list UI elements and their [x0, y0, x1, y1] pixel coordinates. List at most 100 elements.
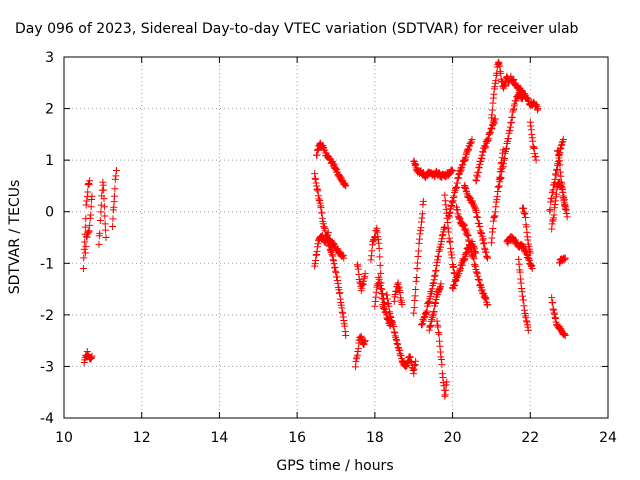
data-point [534, 105, 542, 113]
data-point [86, 221, 94, 229]
data-point [79, 264, 87, 272]
data-point [484, 254, 492, 262]
data-point [342, 182, 350, 190]
data-point [101, 212, 109, 220]
data-point [81, 223, 89, 231]
data-point [109, 215, 117, 223]
data-point [412, 357, 420, 365]
data-point [81, 249, 89, 257]
data-point [414, 259, 422, 267]
data-point [342, 331, 350, 339]
data-point [83, 233, 91, 241]
data-point [532, 156, 540, 164]
data-points [79, 58, 571, 400]
data-point [524, 326, 532, 334]
data-point [100, 195, 108, 203]
data-point [87, 203, 95, 211]
data-point [450, 262, 458, 270]
data-point [377, 269, 385, 277]
axis-ticks [63, 56, 609, 419]
data-point [361, 337, 369, 345]
data-point [95, 240, 103, 248]
x-axis-label: GPS time / hours [276, 458, 393, 474]
data-point [550, 211, 558, 219]
data-point [82, 242, 90, 250]
data-point [441, 223, 449, 231]
data-point [445, 228, 453, 236]
y-tick-label: 0 [45, 205, 54, 221]
data-point [109, 222, 117, 230]
data-point [548, 194, 556, 202]
data-point [361, 270, 369, 278]
data-point [97, 201, 105, 209]
data-point [488, 234, 496, 242]
data-point [468, 136, 476, 144]
data-point [84, 188, 92, 196]
data-point [563, 213, 571, 221]
data-point [495, 183, 503, 191]
data-point [87, 211, 95, 219]
data-point [88, 192, 96, 200]
data-point [112, 166, 120, 174]
data-point [557, 172, 565, 180]
grid-lines [64, 57, 608, 418]
data-point [549, 299, 557, 307]
data-point [499, 146, 507, 154]
y-axis-label: SDTVAR / TECUs [7, 180, 23, 295]
data-point [86, 177, 94, 185]
data-point [376, 253, 384, 261]
data-point [438, 361, 446, 369]
data-point [526, 249, 534, 257]
data-point [96, 216, 104, 224]
data-point [553, 190, 561, 198]
x-tick-label: 10 [55, 430, 73, 446]
data-point [368, 247, 376, 255]
x-tick-label: 22 [521, 430, 539, 446]
data-point [88, 352, 96, 360]
y-tick-label: -1 [40, 256, 54, 272]
data-point [86, 214, 94, 222]
y-tick-label: 2 [45, 102, 54, 118]
x-tick-label: 12 [133, 430, 151, 446]
data-point [488, 106, 496, 114]
data-point [85, 228, 93, 236]
data-point [101, 220, 109, 228]
data-point [100, 203, 108, 211]
y-tick-label: -3 [40, 359, 54, 375]
data-point [491, 115, 499, 123]
data-point [516, 268, 524, 276]
data-point [446, 238, 454, 246]
x-tick-label: 18 [366, 430, 384, 446]
data-point [412, 286, 420, 294]
data-point [85, 227, 93, 235]
data-point [559, 136, 567, 144]
data-point [82, 201, 90, 209]
y-tick-label: -4 [40, 411, 54, 427]
data-point [336, 289, 344, 297]
data-point [437, 280, 445, 288]
data-point [111, 175, 119, 183]
data-point [376, 261, 384, 269]
data-point [87, 354, 95, 362]
data-point [102, 226, 110, 234]
data-point [484, 301, 492, 309]
data-point [84, 181, 92, 189]
data-point [470, 255, 478, 263]
data-point [111, 185, 119, 193]
y-tick-label: 1 [45, 153, 54, 169]
data-point [410, 304, 418, 312]
data-point [83, 197, 91, 205]
data-point [448, 254, 456, 262]
data-point [398, 301, 406, 309]
data-point [85, 180, 93, 188]
data-point [556, 161, 564, 169]
data-point [443, 378, 451, 386]
data-point [80, 254, 88, 262]
data-point [546, 205, 554, 213]
data-point [102, 234, 110, 241]
x-tick-label: 14 [211, 430, 229, 446]
data-point [489, 224, 497, 232]
data-point [521, 214, 529, 222]
data-point [419, 197, 427, 205]
